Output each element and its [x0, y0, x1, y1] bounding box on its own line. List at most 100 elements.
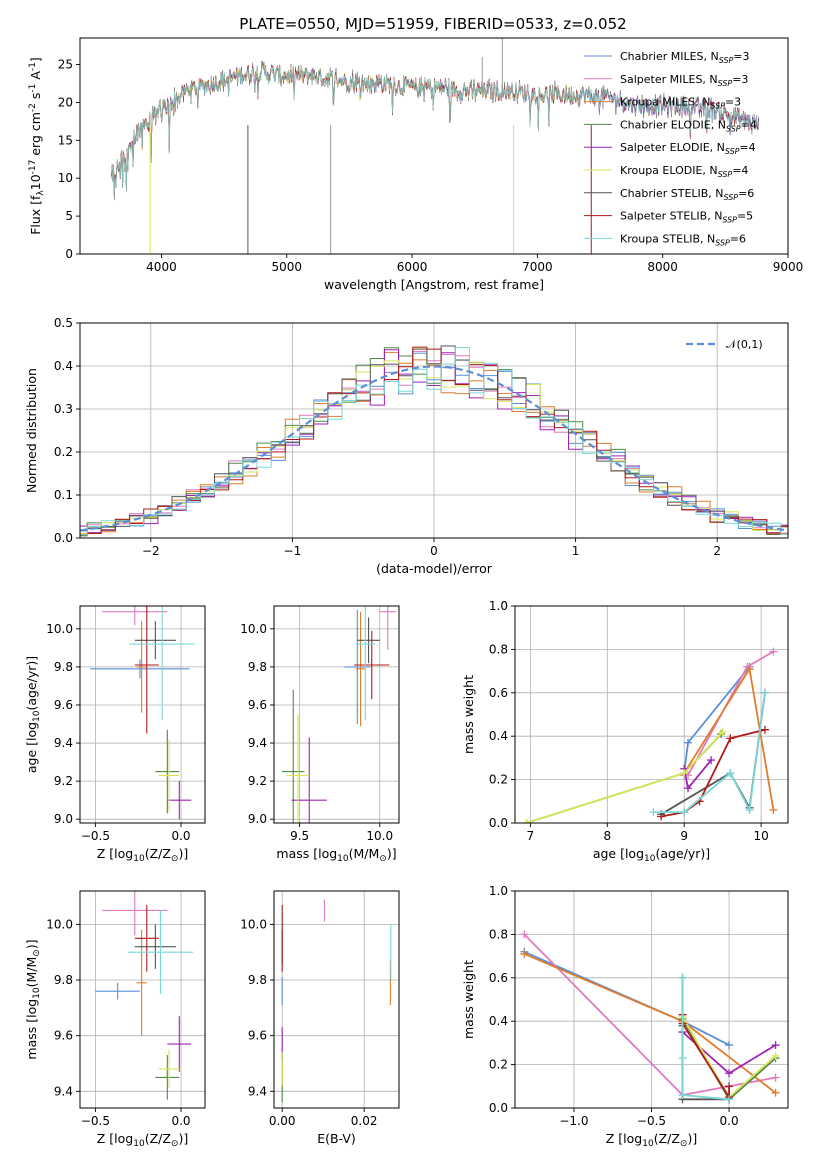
weight-marker [726, 769, 735, 778]
weight-marker [771, 1088, 780, 1097]
panel-massweight-vs-age: 7 8 9 10 0.0 0.2 0.4 0.6 0.8 1.0 age [log10​(age/y… [461, 599, 789, 864]
spectrum-line [110, 62, 760, 196]
weight-marker [771, 1073, 780, 1082]
axes-frame [79, 605, 206, 824]
axes-frame [79, 890, 206, 1109]
y-tick-label: 9.6 [54, 1029, 73, 1043]
x-tick-label: 7 [527, 829, 535, 843]
errorbar-point [291, 737, 327, 823]
weight-marker [707, 756, 716, 765]
y-tick-label: 0.4 [489, 1014, 508, 1028]
weight-marker [769, 805, 778, 814]
weight-series-line [684, 650, 774, 777]
legend-label: Salpeter ELODIE, NSSP​=4 [620, 141, 756, 156]
axes: −1.0 −0.5 0.0 0.0 0.2 0.4 0.6 0.8 1.0 Z [log10​(Z… [461, 884, 789, 1149]
x-axis-label: E(B-V) [317, 1131, 356, 1146]
x-axis-label: Z [log10​(Z/Z⊙​)] [97, 846, 188, 864]
y-tick-label: 0.8 [489, 927, 508, 941]
grid-lines [515, 890, 788, 1109]
x-axis-label: wavelength [Angstrom, rest frame] [324, 277, 544, 292]
errorbar-point [136, 621, 147, 713]
spectrum-curves [110, 38, 760, 254]
x-axis-label: Z [log10​(Z/Z⊙​)] [606, 1131, 697, 1149]
panel-age-vs-Z: −0.5 0.0 9.0 9.2 9.4 9.6 9.8 10.0 Z [log10​(Z/Z⊙… [24, 605, 206, 864]
plot-area [95, 891, 194, 1100]
errorbar-point [355, 606, 375, 721]
panel-spectrum: 4000 5000 6000 7000 8000 9000 0 5 10 15 20 25 wavele… [28, 37, 804, 292]
y-tick-label: 9.0 [248, 812, 267, 826]
legend-label: Salpeter STELIB, NSSP​=5 [620, 210, 753, 225]
legend-label: Kroupa MILES, NSSP​=3 [620, 96, 741, 111]
y-tick-label: 9.8 [248, 973, 267, 987]
x-tick-label: 5000 [271, 260, 302, 274]
x-tick-label: 0.0 [720, 1114, 739, 1128]
y-tick-label: 10.0 [46, 917, 73, 931]
legend-label: Chabrier ELODIE, NSSP​=4 [620, 118, 757, 133]
errorbar-point [354, 630, 390, 700]
errorbar-point [158, 1049, 180, 1089]
weight-marker [520, 949, 529, 958]
x-tick-label: −0.5 [81, 829, 110, 843]
x-tick-label: 4000 [146, 260, 177, 274]
x-tick-label: 0 [430, 544, 438, 558]
y-tick-label: 5 [65, 209, 73, 223]
x-tick-label: 10.0 [366, 829, 393, 843]
errorbar-point [134, 621, 176, 660]
y-tick-label: 10.0 [240, 917, 267, 931]
grid-lines [274, 606, 399, 823]
weight-marker [684, 738, 693, 747]
errorbar-point [355, 611, 366, 726]
y-tick-label: 0.6 [489, 686, 508, 700]
y-tick-label: 0.4 [489, 729, 508, 743]
y-axis-label: mass weight [461, 960, 476, 1039]
weight-marker [520, 930, 529, 939]
figure-title: PLATE=0550, MJD=51959, FIBERID=0533, z=0… [239, 15, 626, 33]
grid-lines [274, 891, 399, 1108]
grid-lines [80, 891, 205, 1108]
y-axis-label: Normed distribution [24, 368, 39, 493]
weight-marker [684, 784, 693, 793]
errorbar-point [102, 606, 168, 626]
errorbars [90, 606, 195, 820]
weight-series-line [523, 933, 776, 1096]
y-tick-label: 9.2 [248, 774, 267, 788]
y-tick-label: 9.4 [248, 1084, 267, 1098]
weight-marker [725, 1082, 734, 1091]
weight-marker [680, 769, 689, 778]
weight-marker [771, 1041, 780, 1050]
y-tick-label: 9.0 [54, 812, 73, 826]
errorbar-point [90, 659, 190, 679]
plot-area [110, 38, 760, 254]
x-axis-label: (data-model)/error [376, 561, 493, 576]
x-tick-label: 9000 [773, 260, 804, 274]
errorbars [95, 891, 194, 1100]
x-tick-label: 9.5 [290, 829, 309, 843]
y-tick-label: 9.4 [54, 736, 73, 750]
weight-lines [520, 930, 780, 1104]
axes-frame [273, 890, 400, 1109]
x-tick-label: 1 [572, 544, 580, 558]
y-tick-label: 10.0 [240, 622, 267, 636]
spectrum-legend: Chabrier MILES, NSSP​=3 Salpeter MILES, N… [584, 50, 757, 247]
errorbar-point [129, 606, 195, 721]
weight-marker [760, 725, 769, 734]
axes: 7 8 9 10 0.0 0.2 0.4 0.6 0.8 1.0 age [log10​(age/y… [461, 599, 789, 864]
weight-marker [769, 647, 778, 656]
axes: −0.5 0.0 9.0 9.2 9.4 9.6 9.8 10.0 Z [log10​(Z/Z⊙… [24, 605, 206, 864]
plot-area [282, 606, 396, 823]
y-tick-label: 25 [58, 58, 73, 72]
x-tick-label: −1.0 [559, 1114, 588, 1128]
errorbar-point [134, 924, 176, 969]
errorbar-point [102, 891, 168, 936]
errorbar-point [357, 617, 380, 664]
y-tick-label: 0.1 [54, 488, 73, 502]
errorbar-point [134, 606, 159, 734]
x-axis-label: Z [log10​(Z/Z⊙​)] [97, 1131, 188, 1149]
axes: −2 −1 0 1 2 0.0 0.1 0.2 0.3 0.4 0.5 (data-model)/er… [24, 316, 789, 576]
legend-label: Chabrier STELIB, NSSP​=6 [620, 187, 754, 202]
y-tick-label: 0.2 [54, 445, 73, 459]
weight-lines [522, 647, 778, 823]
histogram-step [80, 345, 788, 535]
y-tick-label: 1.0 [489, 884, 508, 898]
